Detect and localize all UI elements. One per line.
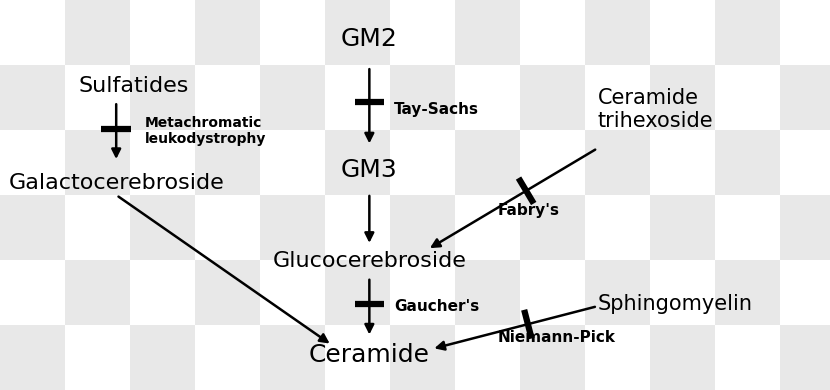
Bar [65, 65, 130, 130]
Bar [585, 260, 650, 325]
Bar [390, 65, 455, 130]
Bar [715, 130, 780, 195]
Bar [195, 0, 260, 65]
Text: Metachromatic
leukodystrophy: Metachromatic leukodystrophy [145, 115, 266, 146]
Bar [780, 0, 830, 65]
Bar [130, 260, 195, 325]
Bar [390, 195, 455, 260]
Bar [390, 0, 455, 65]
Bar [195, 195, 260, 260]
Bar [325, 260, 390, 325]
Bar [715, 195, 780, 260]
Bar [650, 65, 715, 130]
Bar [455, 0, 520, 65]
Bar [780, 65, 830, 130]
Bar [780, 130, 830, 195]
Text: Tay-Sachs: Tay-Sachs [394, 102, 479, 117]
Bar [715, 0, 780, 65]
Bar [455, 325, 520, 390]
Bar [260, 195, 325, 260]
Bar [520, 195, 585, 260]
Bar [0, 65, 65, 130]
Bar [780, 260, 830, 325]
Bar [65, 0, 130, 65]
Text: GM3: GM3 [341, 158, 398, 182]
Text: Galactocerebroside: Galactocerebroside [8, 173, 224, 193]
Text: Ceramide
trihexoside: Ceramide trihexoside [598, 88, 713, 131]
Bar [0, 130, 65, 195]
Bar [65, 195, 130, 260]
Bar [585, 0, 650, 65]
Bar [130, 195, 195, 260]
Bar [520, 325, 585, 390]
Bar [325, 65, 390, 130]
Bar [585, 195, 650, 260]
Bar [325, 0, 390, 65]
Bar [715, 65, 780, 130]
Bar [260, 260, 325, 325]
Bar [65, 325, 130, 390]
Bar [520, 260, 585, 325]
Bar [0, 325, 65, 390]
Bar [0, 195, 65, 260]
Text: Niemann-Pick: Niemann-Pick [498, 330, 616, 345]
Bar [390, 325, 455, 390]
Bar [130, 65, 195, 130]
Bar [0, 0, 65, 65]
Bar [65, 260, 130, 325]
Text: Ceramide: Ceramide [309, 343, 430, 367]
Bar [390, 130, 455, 195]
Bar [650, 130, 715, 195]
Bar [455, 130, 520, 195]
Text: GM2: GM2 [341, 27, 398, 51]
Bar [65, 130, 130, 195]
Text: Glucocerebroside: Glucocerebroside [272, 251, 466, 271]
Bar [520, 130, 585, 195]
Bar [260, 65, 325, 130]
Bar [130, 325, 195, 390]
Bar [650, 325, 715, 390]
Bar [325, 195, 390, 260]
Bar [325, 325, 390, 390]
Bar [195, 260, 260, 325]
Bar [455, 260, 520, 325]
Bar [390, 260, 455, 325]
Bar [195, 325, 260, 390]
Bar [585, 130, 650, 195]
Bar [520, 0, 585, 65]
Bar [650, 260, 715, 325]
Bar [130, 130, 195, 195]
Bar [260, 325, 325, 390]
Bar [585, 65, 650, 130]
Bar [650, 195, 715, 260]
Bar [260, 0, 325, 65]
Bar [520, 65, 585, 130]
Bar [325, 130, 390, 195]
Bar [650, 0, 715, 65]
Bar [585, 325, 650, 390]
Bar [455, 65, 520, 130]
Text: Fabry's: Fabry's [498, 203, 560, 218]
Bar [780, 195, 830, 260]
Text: Gaucher's: Gaucher's [394, 299, 480, 314]
Text: Sphingomyelin: Sphingomyelin [598, 294, 753, 314]
Bar [195, 130, 260, 195]
Bar [715, 260, 780, 325]
Bar [0, 260, 65, 325]
Bar [130, 0, 195, 65]
Bar [455, 195, 520, 260]
Bar [780, 325, 830, 390]
Text: Sulfatides: Sulfatides [79, 76, 189, 96]
Bar [195, 65, 260, 130]
Bar [260, 130, 325, 195]
Bar [715, 325, 780, 390]
